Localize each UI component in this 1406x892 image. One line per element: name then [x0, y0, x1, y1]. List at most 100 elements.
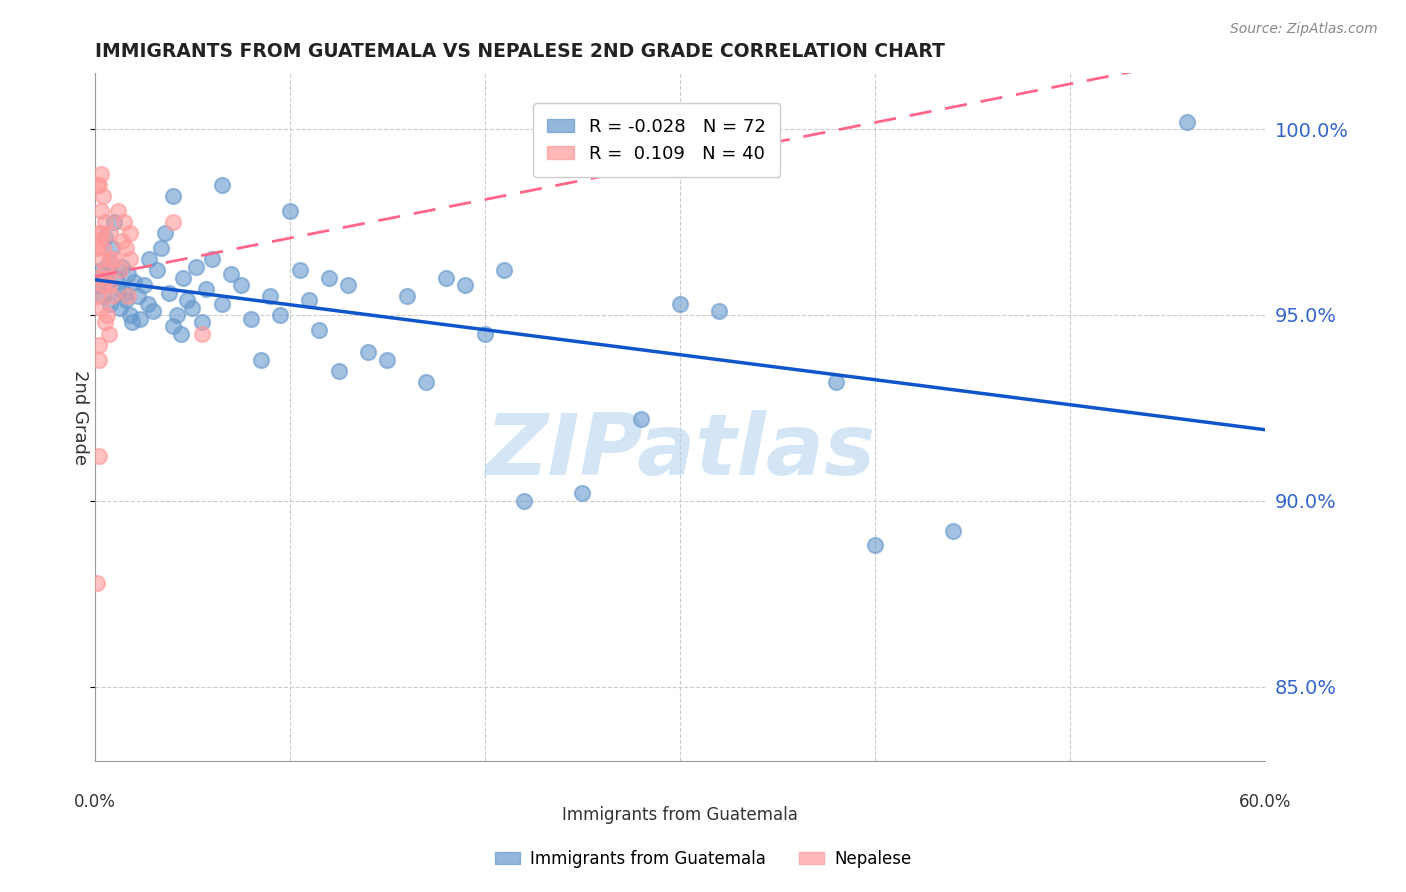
Point: [93, 230, 115, 244]
Legend: R = -0.028   N = 72, R =  0.109   N = 40: R = -0.028 N = 72, R = 0.109 N = 40: [533, 103, 780, 177]
Point: [153, 226, 176, 240]
Point: [162, 319, 184, 334]
Point: [87, 178, 110, 192]
Point: [146, 263, 169, 277]
Point: [221, 267, 243, 281]
Point: [162, 189, 184, 203]
Point: [201, 252, 224, 267]
Point: [239, 311, 262, 326]
Point: [91, 278, 114, 293]
Point: [415, 375, 437, 389]
Point: [328, 364, 350, 378]
Point: [186, 260, 208, 274]
Point: [176, 293, 198, 307]
Point: [112, 215, 135, 229]
Point: [707, 304, 730, 318]
Point: [278, 203, 301, 218]
Point: [91, 289, 114, 303]
Point: [111, 234, 134, 248]
Point: [181, 301, 204, 315]
Point: [90, 301, 112, 315]
Point: [337, 278, 360, 293]
Point: [115, 241, 138, 255]
Point: [169, 326, 191, 341]
Point: [90, 263, 112, 277]
Point: [191, 326, 214, 341]
Point: [150, 241, 173, 255]
Point: [97, 326, 120, 341]
Point: [127, 289, 149, 303]
Point: [434, 270, 457, 285]
Point: [112, 285, 135, 300]
Point: [101, 241, 124, 255]
Point: [93, 315, 115, 329]
Point: [117, 267, 139, 281]
Point: [128, 311, 150, 326]
Text: Immigrants from Guatemala: Immigrants from Guatemala: [562, 805, 799, 823]
Point: [191, 315, 214, 329]
Point: [162, 215, 184, 229]
Point: [157, 285, 180, 300]
Point: [122, 275, 145, 289]
Point: [121, 315, 143, 329]
Point: [90, 226, 112, 240]
Point: [118, 308, 141, 322]
Point: [100, 252, 122, 267]
Point: [108, 301, 131, 315]
Point: [1175, 114, 1198, 128]
Y-axis label: 2nd Grade: 2nd Grade: [72, 369, 89, 465]
Point: [115, 293, 138, 307]
Point: [942, 524, 965, 538]
Point: [494, 263, 516, 277]
Text: IMMIGRANTS FROM GUATEMALA VS NEPALESE 2ND GRADE CORRELATION CHART: IMMIGRANTS FROM GUATEMALA VS NEPALESE 2N…: [94, 42, 945, 61]
Point: [136, 297, 159, 311]
Point: [97, 256, 120, 270]
Point: [166, 308, 188, 322]
Point: [211, 297, 233, 311]
Point: [308, 323, 330, 337]
Point: [90, 167, 112, 181]
Point: [111, 260, 134, 274]
Point: [377, 352, 399, 367]
Text: Source: ZipAtlas.com: Source: ZipAtlas.com: [1230, 22, 1378, 37]
Point: [513, 493, 536, 508]
Text: ZIPatlas: ZIPatlas: [485, 410, 875, 493]
Point: [87, 234, 110, 248]
Text: 0.0%: 0.0%: [75, 792, 115, 811]
Point: [138, 252, 160, 267]
Point: [118, 252, 141, 267]
Point: [101, 289, 124, 303]
Point: [142, 304, 165, 318]
Point: [96, 270, 118, 285]
Point: [863, 538, 886, 552]
Point: [87, 278, 110, 293]
Point: [630, 412, 652, 426]
Point: [318, 270, 340, 285]
Point: [249, 352, 271, 367]
Point: [132, 278, 155, 293]
Point: [86, 289, 108, 303]
Point: [259, 289, 281, 303]
Point: [87, 226, 110, 240]
Point: [669, 297, 692, 311]
Point: [571, 486, 593, 500]
Point: [90, 252, 112, 267]
Point: [108, 263, 131, 277]
Point: [117, 289, 139, 303]
Point: [91, 189, 114, 203]
Legend: Immigrants from Guatemala, Nepalese: Immigrants from Guatemala, Nepalese: [488, 844, 918, 875]
Point: [118, 226, 141, 240]
Point: [86, 575, 108, 590]
Point: [87, 449, 110, 463]
Point: [288, 263, 311, 277]
Point: [103, 215, 125, 229]
Point: [825, 375, 848, 389]
Point: [91, 241, 114, 255]
Point: [97, 278, 120, 293]
Point: [107, 203, 129, 218]
Point: [454, 278, 477, 293]
Point: [93, 215, 115, 229]
Point: [86, 241, 108, 255]
Point: [86, 178, 108, 192]
Point: [395, 289, 418, 303]
